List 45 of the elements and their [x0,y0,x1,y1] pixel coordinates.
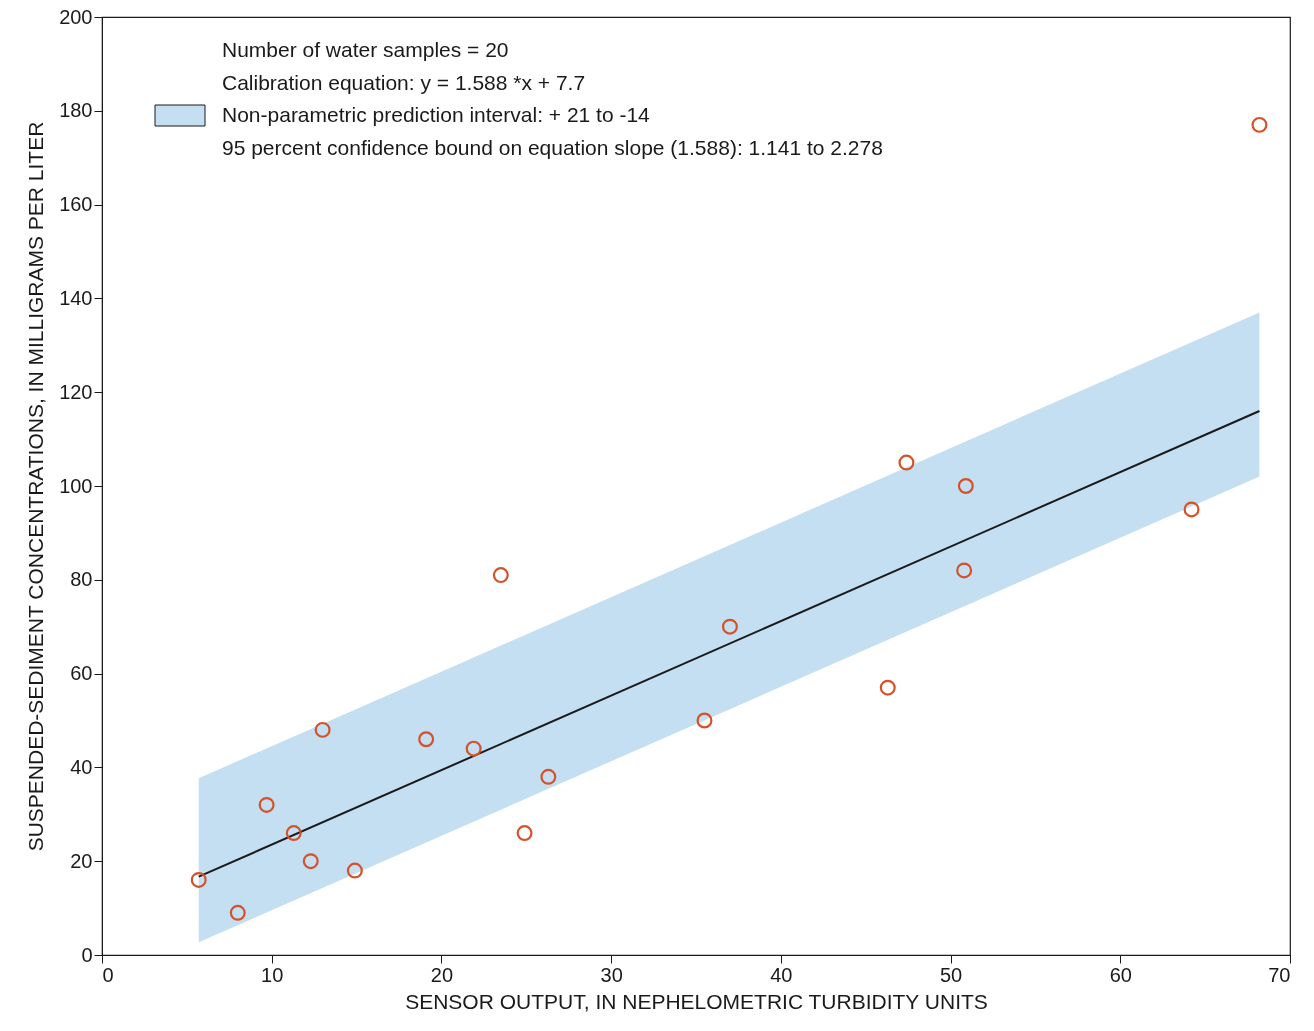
y-axis-title: SUSPENDED-SEDIMENT CONCENTRATIONS, IN MILLIGRAMS PER LITER [24,121,48,852]
y-tick-label: 0 [81,943,93,966]
y-tick-label: 120 [59,380,93,403]
x-tick-label: 60 [1109,963,1132,986]
x-tick-label: 0 [102,963,114,986]
point [314,721,331,738]
x-tick-label: 30 [600,963,623,986]
point [1251,116,1268,133]
x-tick-label: 50 [939,963,963,986]
annotation: Calibration equation: y = 1.588 *x + 7.7 [222,70,586,94]
point [285,825,302,842]
point [190,871,207,888]
y-tick-label: 80 [70,568,93,591]
y-tick-label: 140 [59,286,93,309]
x-tick-label: 40 [770,963,793,986]
point [696,712,713,729]
point [879,679,896,696]
point [465,740,482,757]
point [302,853,319,870]
annotation: Number of water samples = 20 [222,38,509,61]
point [258,796,275,813]
y-tick-label: 40 [70,755,93,778]
y-tick-label: 180 [59,99,93,122]
point [1183,501,1200,518]
y-tick-label: 20 [70,849,93,872]
legend-label: Non-parametric prediction interval: + 21 to -14 [222,103,651,126]
point [721,618,738,635]
point [346,862,363,879]
x-axis-title: SENSOR OUTPUT, IN NEPHELOMETRIC TURBIDITY UNITS [405,989,988,1013]
y-tick-label: 200 [59,5,93,28]
x-tick-label: 10 [261,963,284,986]
point [956,562,973,579]
y-tick-label: 100 [59,474,93,497]
x-tick-label: 70 [1268,963,1291,986]
point [957,478,974,494]
point [418,731,435,748]
point [540,768,557,785]
point [492,567,509,584]
annotation: 95 percent confidence bound on equation slope (1.588): 1.141 to 2.278 [222,135,883,159]
x-tick-label: 20 [430,963,454,986]
point [898,454,915,471]
point [516,825,533,842]
y-tick-label: 60 [70,662,93,685]
y-tick-label: 160 [59,193,93,216]
point [229,904,246,921]
